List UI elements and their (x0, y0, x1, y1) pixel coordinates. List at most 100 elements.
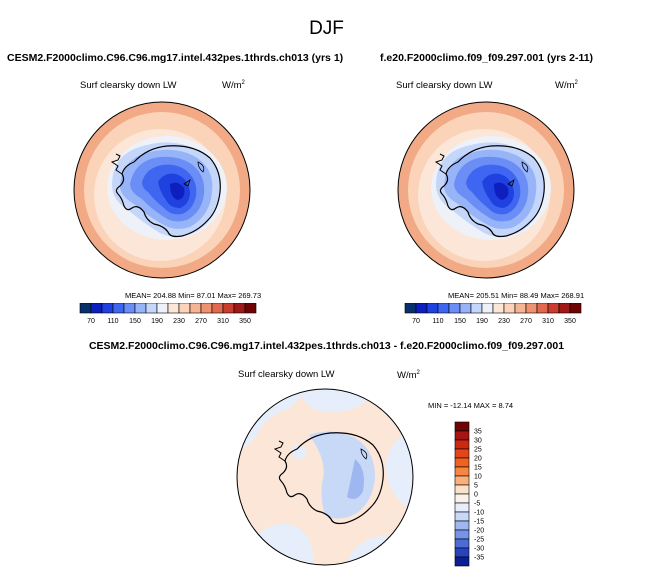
colorbar-swatch (448, 303, 461, 314)
colorbar-swatch (112, 303, 125, 314)
coast-detail (197, 161, 205, 173)
colorbar-tick-label: 20 (474, 456, 482, 463)
colorbar-swatch (454, 466, 470, 477)
colorbar-tick-label: 70 (412, 318, 420, 325)
colorbar-tick-label: 270 (520, 318, 532, 325)
colorbar-tick-label: 15 (474, 465, 482, 472)
colorbar-swatch (404, 303, 417, 314)
coastline (278, 432, 384, 525)
colorbar-swatch (459, 303, 472, 314)
colorbar-left: 70 110 150 190 230 270 310 350 (79, 303, 257, 325)
colorbar-swatch (90, 303, 103, 314)
diff-units: W/m2 (397, 370, 420, 382)
panel-left-heading: CESM2.F2000climo.C96.C96.mg17.intel.432p… (7, 52, 344, 64)
colorbar-tick-label: 30 (474, 438, 482, 445)
colorbar-tick-label: 350 (564, 318, 576, 325)
colorbar-tick-label: 70 (87, 318, 95, 325)
colorbar-tick-label: 25 (474, 447, 482, 454)
colorbar-swatch (454, 421, 470, 432)
panel-right-stats: MEAN= 205.51 Min= 88.49 Max= 268.91 (448, 291, 585, 300)
colorbar-tick-label: 150 (454, 318, 466, 325)
diff-stats: MIN = -12.14 MAX = 8.74 (428, 401, 514, 410)
map-right (397, 101, 575, 279)
colorbar-swatch (492, 303, 505, 314)
colorbar-tick-label: 35 (474, 429, 482, 436)
peninsula (434, 153, 447, 175)
diff-heading: CESM2.F2000climo.C96.C96.mg17.intel.432p… (88, 340, 565, 352)
map-diff (236, 388, 414, 566)
colorbar-tick-label: -25 (474, 537, 484, 544)
colorbar-right: 70 110 150 190 230 270 310 350 (404, 303, 582, 325)
colorbar-swatch (454, 430, 470, 441)
colorbar-tick-label: 190 (151, 318, 163, 325)
colorbar-swatch (189, 303, 202, 314)
colorbar-swatch (156, 303, 169, 314)
colorbar-swatch (454, 502, 470, 513)
colorbar-swatch (470, 303, 483, 314)
colorbar-tick-label: -30 (474, 546, 484, 553)
colorbar-swatch (558, 303, 571, 314)
colorbar-tick-label: 110 (107, 318, 118, 325)
page-title: DJF (309, 18, 344, 39)
colorbar-swatch (454, 511, 470, 522)
colorbar-tick-label: 350 (239, 318, 251, 325)
colorbar-swatch (454, 556, 470, 567)
colorbar-swatch (454, 520, 470, 531)
colorbar-swatch (525, 303, 538, 314)
colorbar-swatch (454, 475, 470, 486)
colorbar-swatch (547, 303, 560, 314)
panel-right-var-label: Surf clearsky down LW (396, 80, 493, 91)
colorbar-swatch (454, 493, 470, 504)
colorbar-swatch (145, 303, 158, 314)
colorbar-swatch (167, 303, 180, 314)
colorbar-tick-label: 190 (476, 318, 488, 325)
colorbar-tick-label: 310 (217, 318, 229, 325)
colorbar-swatch (79, 303, 92, 314)
colorbar-swatch (233, 303, 246, 314)
colorbar-swatch (101, 303, 114, 314)
peninsula (110, 153, 123, 175)
colorbar-swatch (222, 303, 235, 314)
panel-right-heading: f.e20.F2000climo.f09_f09.297.001 (yrs 2-… (380, 52, 594, 64)
colorbar-swatch (123, 303, 136, 314)
coast-detail-2 (183, 179, 191, 187)
diff-var-label: Surf clearsky down LW (238, 369, 335, 380)
colorbar-tick-label: -35 (474, 555, 484, 562)
colorbar-tick-label: 230 (173, 318, 185, 325)
colorbar-tick-label: 10 (474, 474, 482, 481)
map-left (73, 101, 251, 279)
colorbar-swatch (503, 303, 516, 314)
colorbar-swatch (211, 303, 224, 314)
antarctica-core (170, 182, 185, 200)
colorbar-swatch (178, 303, 191, 314)
colorbar-swatch (134, 303, 147, 314)
colorbar-tick-label: 110 (432, 318, 443, 325)
colorbar-swatch (415, 303, 428, 314)
colorbar-swatch (514, 303, 527, 314)
colorbar-tick-label: 0 (474, 492, 478, 499)
colorbar-swatch (454, 538, 470, 549)
colorbar-swatch (437, 303, 450, 314)
colorbar-swatch (454, 529, 470, 540)
colorbar-diff: 35 30 25 20 15 10 5 0 -5 -10 -15 -20 -25 -30 -35 (454, 421, 484, 567)
colorbar-tick-label: -10 (474, 510, 484, 517)
colorbar-swatch (569, 303, 582, 314)
colorbar-tick-label: 5 (474, 483, 478, 490)
colorbar-tick-label: 270 (195, 318, 207, 325)
colorbar-tick-label: 310 (542, 318, 554, 325)
colorbar-swatch (454, 448, 470, 459)
colorbar-swatch (481, 303, 494, 314)
diff-neg-pocket (291, 445, 307, 460)
panel-left-stats: MEAN= 204.88 Min= 87.01 Max= 269.73 (125, 291, 262, 300)
panel-left-var-label: Surf clearsky down LW (80, 80, 177, 91)
colorbar-tick-label: -5 (474, 501, 480, 508)
panel-left-units: W/m2 (222, 80, 245, 92)
colorbar-swatch (536, 303, 549, 314)
colorbar-swatch (454, 439, 470, 450)
colorbar-tick-label: 230 (498, 318, 510, 325)
colorbar-tick-label: -20 (474, 528, 484, 535)
peninsula (273, 440, 286, 462)
panel-right-units: W/m2 (555, 80, 578, 92)
coastline (439, 145, 545, 238)
colorbar-tick-label: 150 (129, 318, 141, 325)
